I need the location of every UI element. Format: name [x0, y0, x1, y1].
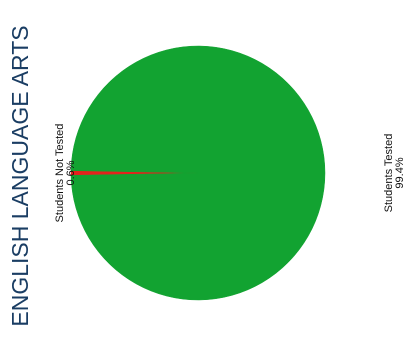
pie-slices: [70, 45, 326, 301]
slice-label-not-tested-name: Students Not Tested: [54, 124, 66, 223]
slice-students-tested: [70, 45, 326, 301]
slice-label-not-tested-value: 0.6%: [65, 160, 77, 185]
slice-label-not-tested: Students Not Tested 0.6%: [54, 124, 77, 223]
chart-title: ENGLISH LANGUAGE ARTS: [7, 25, 33, 326]
slice-label-tested-value: 99.4%: [394, 157, 406, 188]
slice-label-tested-name: Students Tested: [383, 134, 395, 213]
slice-label-tested: Students Tested 99.4%: [383, 134, 406, 213]
